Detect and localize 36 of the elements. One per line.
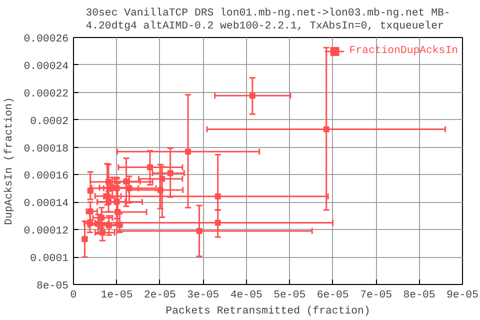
y-tick-label: 0.00024: [24, 60, 68, 73]
point: [159, 176, 166, 182]
x-tick-label: 5e-05: [274, 290, 306, 302]
point: [114, 185, 120, 192]
y-tick-label: 0.0002: [30, 116, 69, 128]
point: [98, 214, 105, 221]
point: [214, 193, 221, 200]
x-tick-label: 2e-05: [144, 290, 176, 302]
y-axis-title: DupAcksIn (fraction): [4, 97, 16, 225]
y-tick-label: 0.0001: [30, 253, 69, 266]
chart-title: 30sec VanillaTCP DRS lon01.mb-ng.net->lon03.mb-ng.net MB- 4.20dtg4 altAIMD-0.2 web100-2.2.1, TxAbsIn=0, txqueueler: [86, 7, 450, 32]
x-tick-label: 4e-05: [230, 290, 262, 302]
legend-label: FractionDupAcksIn: [349, 45, 458, 57]
point: [185, 148, 192, 155]
x-tick-label: 3e-05: [187, 290, 220, 302]
x-tick-label: 6e-05: [316, 290, 349, 302]
x-tick-label: 8e-05: [403, 290, 436, 302]
y-tick-label: 0.00016: [24, 170, 68, 183]
y-tick-label: 0.00012: [24, 226, 68, 238]
x-axis-title: Packets Retransmitted (fraction): [166, 306, 370, 318]
x-tick-label: 7e-05: [360, 290, 392, 302]
x-tick-label: 1e-05: [100, 290, 133, 302]
y-tick-label: 0.00026: [24, 34, 68, 46]
y-tick-label: 8e-05: [36, 280, 69, 292]
point: [167, 170, 174, 176]
point: [249, 92, 256, 99]
point: [323, 126, 330, 132]
y-tick-label: 0.00018: [24, 143, 68, 156]
y-tick-label: 0.00022: [24, 88, 68, 100]
point: [214, 220, 221, 226]
x-tick-label: 0: [70, 290, 77, 302]
point: [106, 178, 112, 185]
y-tick-label: 0.00014: [24, 198, 68, 210]
point: [147, 164, 154, 170]
point: [196, 228, 202, 234]
x-tick-label: 9e-05: [446, 290, 478, 302]
